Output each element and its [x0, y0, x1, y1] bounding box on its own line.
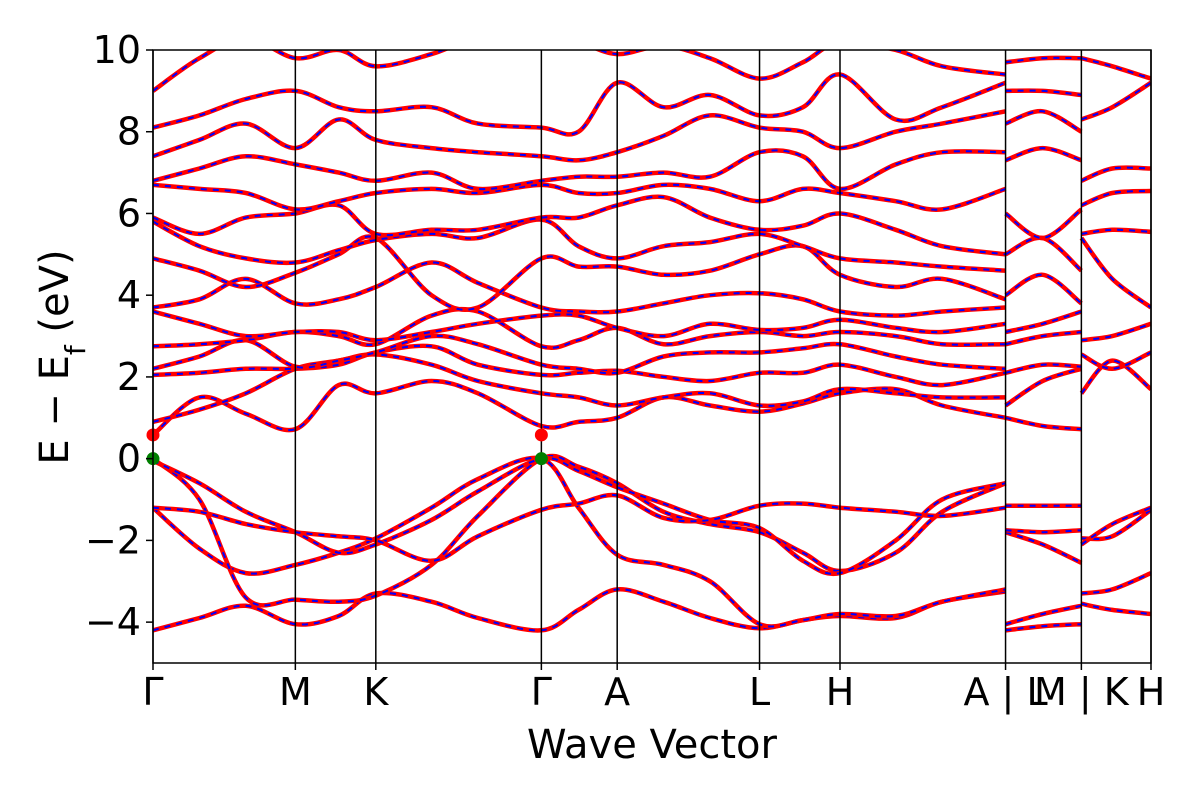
band-line-dashed-26: [1005, 416, 1082, 431]
x-tick-label: K: [363, 670, 389, 714]
plot-area: [146, 49, 1152, 664]
y-tick-label: −4: [85, 600, 141, 644]
band-line-dashed-44: [1081, 322, 1151, 342]
x-axis-label: Wave Vector: [527, 722, 778, 768]
band-line-dashed-22: [1005, 604, 1082, 626]
band-line-dashed-24: [1005, 529, 1082, 534]
x-tick-label: M: [279, 670, 312, 714]
band-line-dashed-34: [1005, 147, 1082, 162]
band-line-dashed-35: [1005, 110, 1082, 133]
band-line-dashed-32: [1005, 236, 1083, 272]
cbm-marker: [534, 428, 548, 442]
band-line-18: [153, 109, 1007, 163]
x-tick-label: L: [749, 670, 770, 714]
band-line-39: [1080, 601, 1151, 617]
band-line-dashed-27: [1005, 367, 1082, 407]
y-tick-label: 2: [117, 355, 141, 399]
y-tick-label: 0: [117, 437, 141, 481]
band-line-dashed-29: [1005, 331, 1082, 346]
x-tick-label: M | K: [1034, 670, 1130, 715]
band-line-12: [153, 260, 1006, 318]
band-line-38: [1081, 571, 1151, 596]
band-line-dashed-21: [1005, 623, 1082, 632]
band-line-27: [1004, 366, 1083, 408]
band-line-48: [1080, 165, 1151, 183]
band-line-45: [1079, 236, 1151, 310]
band-line-dashed-17: [153, 149, 1006, 191]
band-line-dashed-20: [153, 50, 1006, 92]
y-tick-label: 4: [117, 273, 141, 317]
band-line-dashed-30: [1005, 310, 1082, 333]
band-line-44: [1081, 321, 1151, 343]
x-tick-label: Γ: [531, 670, 552, 714]
y-tick-label: 6: [117, 191, 141, 235]
band-line-6: [153, 378, 1007, 437]
band-line-dashed-4: [153, 457, 1006, 575]
band-line-dashed-50: [1081, 57, 1151, 80]
band-line-16: [153, 182, 1007, 212]
y-tick-label: 10: [93, 28, 141, 72]
y-axis-label: E − Ef (eV): [32, 249, 92, 464]
band-line-32: [1004, 235, 1083, 273]
band-line-23: [1004, 530, 1083, 565]
band-line-35: [1004, 109, 1083, 134]
bands-group: [153, 50, 1151, 633]
band-line-46: [1081, 227, 1151, 237]
band-line-1: [153, 587, 1006, 633]
x-tick-label: H: [1137, 670, 1166, 714]
band-line-41: [1080, 505, 1151, 547]
x-tick-label: H: [826, 670, 855, 714]
band-line-dashed-46: [1081, 228, 1151, 235]
band-line-4: [153, 455, 1007, 577]
vbm-marker: [534, 452, 548, 466]
band-line-dashed-23: [1005, 531, 1082, 564]
band-line-31: [1004, 272, 1083, 306]
x-tick-label: A: [604, 670, 630, 714]
band-line-dashed-28: [1005, 363, 1082, 374]
band-line-dashed-3: [153, 454, 1007, 607]
band-line-dashed-38: [1081, 572, 1151, 595]
band-line-20: [153, 50, 1006, 93]
band-line-42: [1079, 358, 1151, 395]
band-line-34: [1004, 145, 1083, 163]
x-tick-label: A | L: [963, 670, 1047, 715]
band-line-22: [1004, 603, 1082, 627]
band-line-dashed-12: [153, 261, 1006, 317]
band-line-dashed-37: [1005, 56, 1082, 64]
band-line-dashed-41: [1080, 506, 1151, 546]
band-line-dashed-47: [1081, 190, 1151, 207]
x-tick-label: Γ: [142, 670, 163, 714]
band-line-dashed-10: [153, 308, 1006, 349]
band-line-dashed-48: [1081, 166, 1151, 182]
band-line-43: [1080, 350, 1151, 372]
band-line-dashed-33: [1004, 208, 1083, 240]
band-line-dashed-39: [1081, 602, 1151, 615]
band-line-dashed-36: [1005, 89, 1082, 96]
y-tick-label: 8: [117, 110, 141, 154]
band-line-dashed-45: [1080, 237, 1151, 309]
band-line-17: [153, 148, 1006, 192]
band-line-33: [1004, 207, 1083, 241]
y-tick-label: −2: [85, 518, 141, 562]
band-line-19: [153, 72, 1007, 137]
plot-frame: [152, 49, 1152, 664]
band-line-49: [1080, 80, 1151, 122]
